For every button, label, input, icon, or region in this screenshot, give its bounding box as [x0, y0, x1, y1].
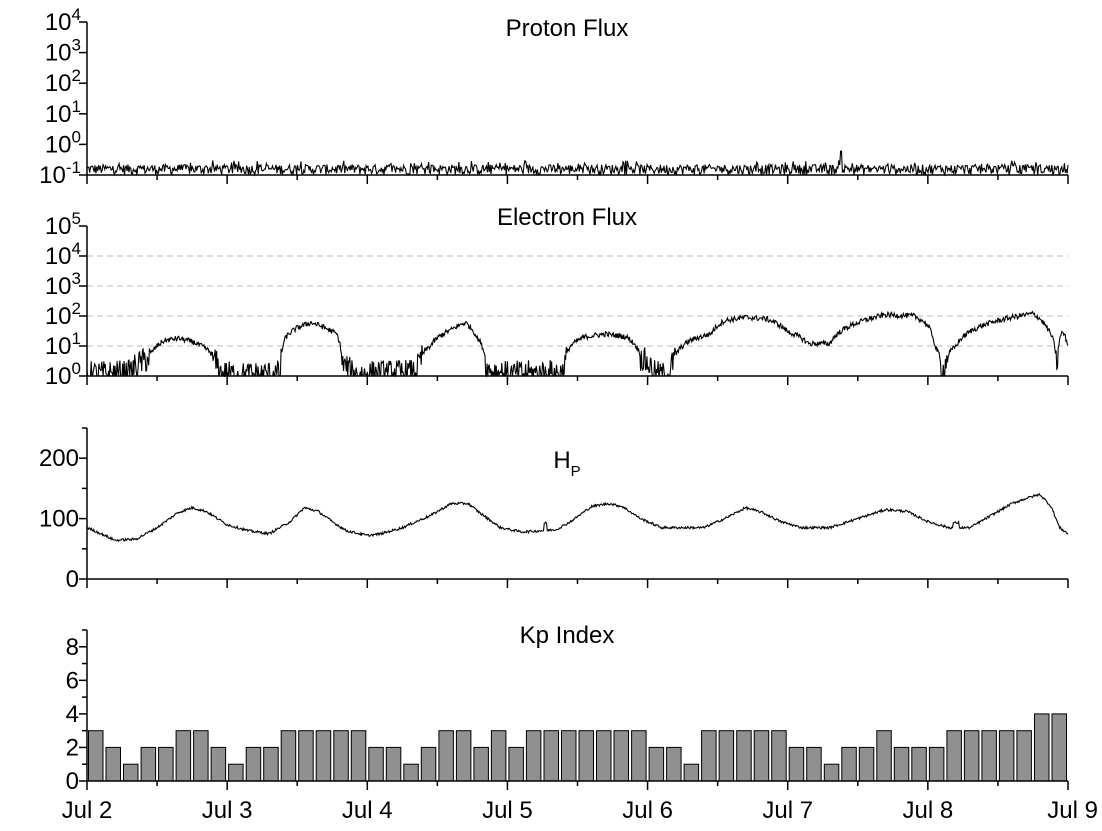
y-tick-label: 101	[45, 329, 81, 360]
kp-bar	[123, 763, 139, 782]
y-tick-label: 105	[45, 209, 81, 240]
kp-bar	[806, 746, 822, 782]
kp-bar	[403, 763, 419, 782]
kp-bar	[771, 730, 787, 782]
kp-bar	[561, 730, 577, 782]
kp-bar	[893, 746, 910, 782]
panel-title: Proton Flux	[506, 15, 629, 42]
kp-bar	[525, 730, 542, 782]
panel-title: HP	[553, 447, 580, 480]
x-tick-label: Jul 7	[762, 797, 813, 824]
kp-bar	[683, 763, 700, 782]
y-tick-label: 102	[45, 66, 81, 97]
kp-bar	[648, 746, 665, 782]
y-tick-label: 101	[45, 97, 81, 128]
kp-bar	[753, 730, 770, 782]
kp-bar	[88, 730, 104, 782]
kp-bar	[701, 730, 717, 782]
kp-bar	[490, 730, 507, 782]
y-tick-label: 104	[45, 239, 81, 270]
y-tick-label: 104	[45, 5, 81, 36]
kp-bar	[736, 730, 752, 782]
kp-bar	[928, 746, 945, 782]
y-tick-label: 103	[45, 269, 81, 300]
x-tick-label: Jul 9	[1047, 797, 1098, 824]
y-tick-label: 0	[66, 566, 79, 593]
y-tick-label: 2	[66, 734, 79, 761]
kp-bar	[1034, 713, 1050, 782]
kp-bar	[1016, 730, 1032, 782]
kp-bar	[263, 746, 279, 782]
kp-bar	[876, 730, 892, 782]
kp-bar	[158, 746, 174, 782]
hp-panel: 0 100 200 HP	[39, 427, 1069, 593]
kp-bar	[333, 730, 349, 782]
electron-flux-series	[86, 310, 1069, 378]
kp-bar	[228, 763, 244, 782]
kp-bar	[280, 730, 297, 782]
kp-bar	[543, 730, 559, 782]
panel-title: Electron Flux	[497, 204, 637, 231]
y-tick-label: 103	[45, 36, 81, 67]
kp-bar	[718, 730, 735, 782]
x-tick-label: Jul 5	[482, 797, 533, 824]
kp-bar	[368, 746, 384, 782]
kp-bar	[613, 730, 629, 782]
y-tick-label: 200	[39, 445, 79, 472]
x-tick-label: Jul 2	[62, 797, 113, 824]
kp-bar	[911, 746, 927, 782]
y-tick-label: 100	[45, 127, 81, 158]
kp-bar	[245, 746, 262, 782]
y-tick-label: 0	[66, 768, 79, 795]
kp-bar	[473, 746, 489, 782]
kp-bar	[578, 730, 594, 782]
kp-bar	[946, 730, 962, 782]
kp-bar	[963, 730, 980, 782]
kp-bar	[193, 730, 209, 782]
kp-bar	[508, 746, 524, 782]
panel-title: Kp Index	[520, 622, 615, 649]
kp-bar	[1051, 713, 1067, 782]
kp-bar	[210, 746, 227, 782]
kp-index-panel: 0 2 4 6 8 Kp Index	[66, 622, 1069, 795]
kp-bar	[105, 746, 121, 782]
hp-series	[86, 492, 1069, 543]
kp-bar	[315, 730, 332, 782]
kp-bar	[420, 746, 437, 782]
proton-flux-series	[86, 150, 1069, 177]
shared-x-axis-labels: Jul 2 Jul 3 Jul 4 Jul 5 Jul 6 Jul 7 Jul 8 Jul 9	[62, 797, 1098, 824]
kp-bar	[981, 730, 997, 782]
y-tick-label: 4	[66, 701, 79, 728]
y-tick-label: 100	[39, 506, 79, 533]
kp-bar	[666, 746, 682, 782]
y-tick-label: 10-1	[39, 158, 81, 189]
kp-bar	[858, 746, 875, 782]
kp-bar	[788, 746, 805, 782]
kp-bar	[140, 746, 157, 782]
kp-bar	[841, 746, 857, 782]
kp-bar	[631, 730, 647, 782]
kp-bar	[385, 746, 402, 782]
y-tick-label: 100	[45, 359, 81, 390]
kp-bar	[175, 730, 192, 782]
x-tick-label: Jul 4	[342, 797, 393, 824]
kp-bar	[596, 730, 612, 782]
y-tick-label: 8	[66, 634, 79, 661]
kp-bar	[438, 730, 454, 782]
kp-bar	[298, 730, 314, 782]
y-tick-label: 102	[45, 299, 81, 330]
kp-bar	[823, 763, 840, 782]
kp-bar	[455, 730, 472, 782]
x-tick-label: Jul 6	[622, 797, 673, 824]
x-tick-label: Jul 8	[903, 797, 954, 824]
kp-bar	[350, 730, 367, 782]
kp-bar	[998, 730, 1015, 782]
y-tick-label: 6	[66, 667, 79, 694]
x-tick-label: Jul 3	[202, 797, 253, 824]
